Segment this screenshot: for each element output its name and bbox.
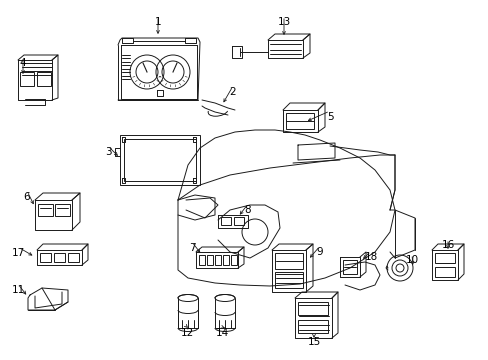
Bar — [38, 204, 53, 216]
Bar — [274, 253, 303, 269]
Bar — [434, 267, 454, 277]
Bar — [206, 255, 213, 265]
Text: 7: 7 — [188, 243, 195, 253]
Bar — [124, 139, 196, 181]
Text: 16: 16 — [441, 240, 454, 250]
Bar — [20, 72, 34, 86]
Bar — [215, 255, 221, 265]
Text: 3: 3 — [104, 147, 111, 157]
Text: 10: 10 — [405, 255, 418, 265]
Text: 5: 5 — [326, 112, 333, 122]
Text: 18: 18 — [364, 252, 377, 262]
Text: 2: 2 — [229, 87, 236, 97]
Bar — [40, 253, 51, 262]
Bar — [223, 255, 228, 265]
Bar — [342, 260, 356, 274]
Bar — [54, 253, 65, 262]
Text: 17: 17 — [11, 248, 24, 258]
Text: 6: 6 — [23, 192, 30, 202]
Bar — [234, 217, 244, 225]
Bar — [274, 272, 303, 288]
Text: 11: 11 — [11, 285, 24, 295]
Text: 1: 1 — [154, 17, 161, 27]
Text: 13: 13 — [277, 17, 290, 27]
Bar — [55, 204, 70, 216]
Bar — [285, 113, 313, 129]
Bar — [199, 255, 204, 265]
Bar — [68, 253, 79, 262]
Bar — [120, 135, 200, 185]
Bar — [434, 253, 454, 263]
Text: 4: 4 — [20, 58, 26, 68]
Bar — [297, 320, 327, 333]
Bar — [230, 255, 237, 265]
Text: 12: 12 — [180, 328, 193, 338]
Bar — [297, 302, 327, 315]
Text: 15: 15 — [307, 337, 320, 347]
Text: 14: 14 — [215, 328, 228, 338]
Text: 9: 9 — [316, 247, 323, 257]
Bar — [221, 217, 230, 225]
Bar — [37, 72, 51, 86]
Text: 8: 8 — [244, 205, 251, 215]
